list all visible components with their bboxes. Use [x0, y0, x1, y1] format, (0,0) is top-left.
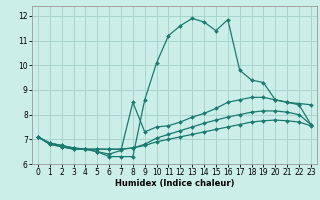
X-axis label: Humidex (Indice chaleur): Humidex (Indice chaleur) — [115, 179, 234, 188]
